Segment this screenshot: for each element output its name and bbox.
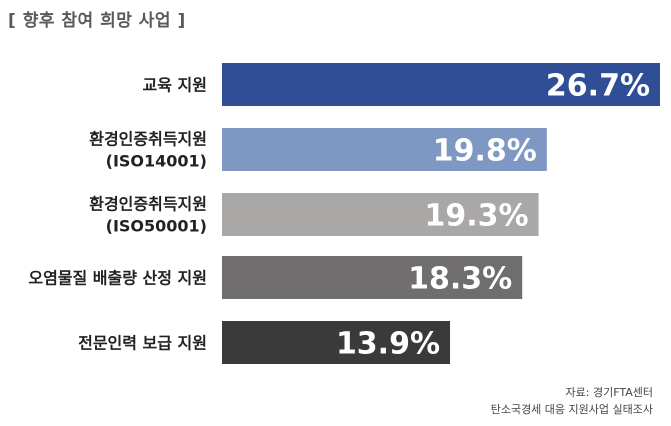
category-label-3-line-1: 환경인증취득지원	[89, 195, 207, 214]
category-label-2-line-2: (ISO14001)	[106, 152, 207, 171]
source-line-2: 탄소국경세 대응 지원사업 실태조사	[490, 403, 653, 416]
category-label-1: 교육 지원	[143, 76, 207, 95]
value-label-1: 26.7%	[546, 69, 650, 104]
bar-5	[222, 321, 451, 364]
category-label-3-line-2: (ISO50001)	[106, 217, 207, 236]
value-label-2: 19.8%	[433, 134, 537, 169]
bar-3	[222, 193, 539, 236]
value-label-4: 18.3%	[408, 262, 512, 297]
category-label-5: 전문인력 보급 지원	[78, 334, 207, 353]
category-label-4: 오염물질 배출량 산정 지원	[28, 269, 207, 288]
value-label-5: 13.9%	[336, 327, 440, 362]
category-label-2-line-1: 환경인증취득지원	[89, 130, 207, 149]
value-label-3: 19.3%	[425, 199, 529, 234]
bar-1	[222, 63, 660, 106]
source-line-1: 자료: 경기FTA센터	[565, 386, 653, 399]
bar-2	[222, 128, 547, 171]
bar-4	[222, 256, 523, 299]
chart-title: [ 향후 참여 희망 사업 ]	[8, 11, 186, 31]
